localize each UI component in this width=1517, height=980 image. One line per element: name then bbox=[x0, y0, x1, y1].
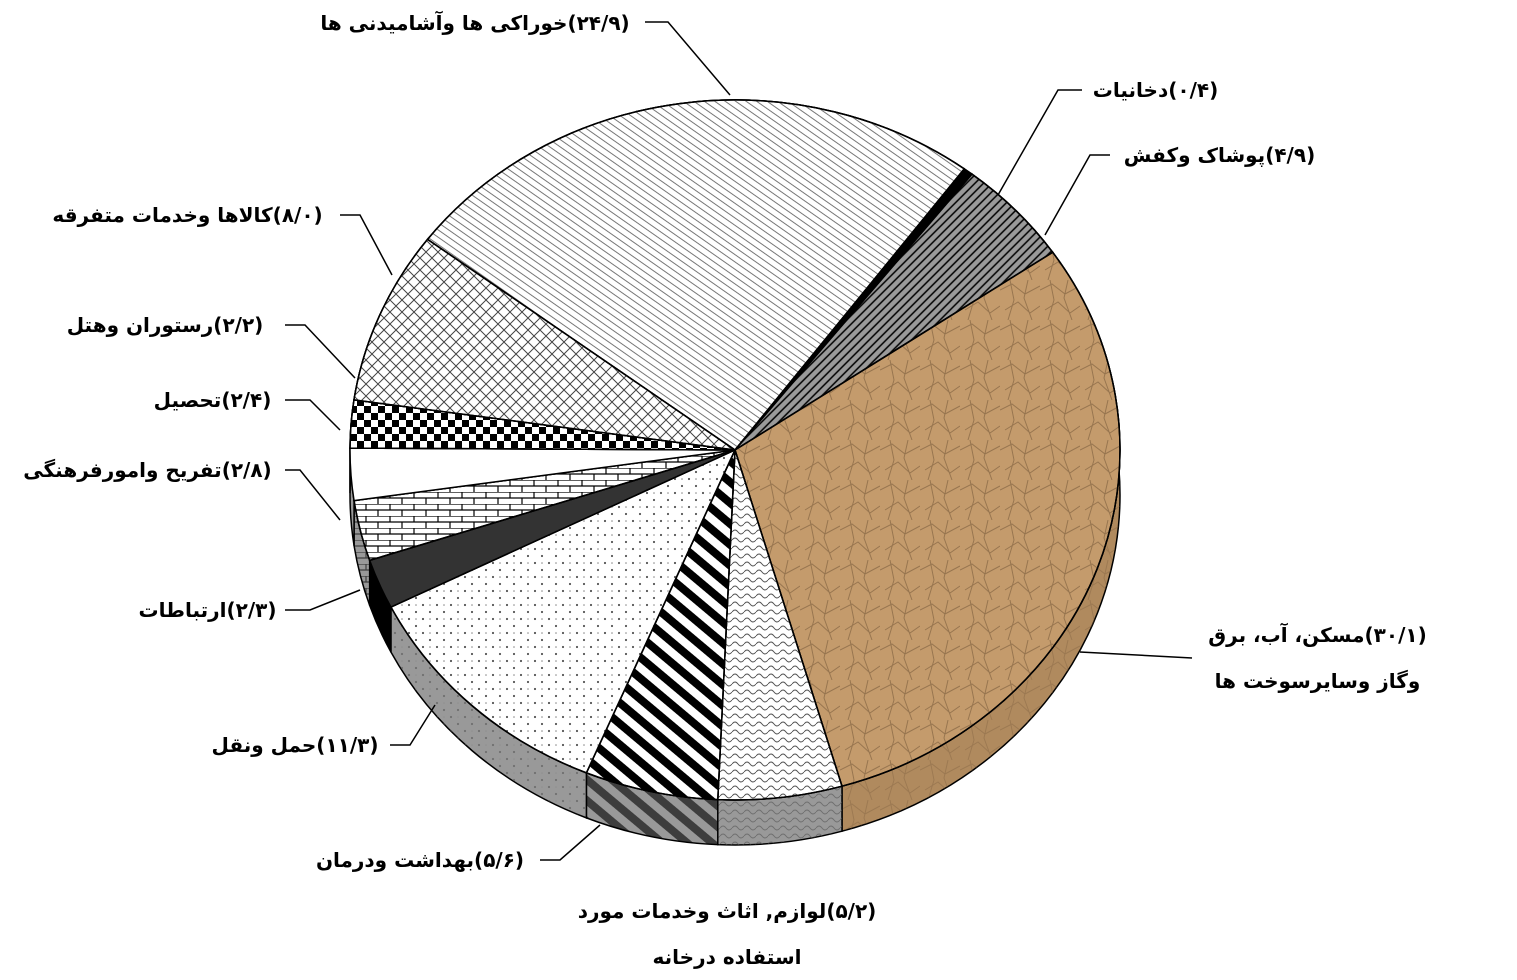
value-label: (۰/۴) bbox=[1168, 78, 1218, 102]
slice-label: (۲/۴)تحصیل bbox=[140, 377, 285, 423]
category-label: تفریح وامورفرهنگی bbox=[23, 458, 221, 482]
slice-label: (۳۰/۱)مسکن، آب، برق وگاز وسایرسوخت ها bbox=[1195, 612, 1440, 704]
value-label: (۲۴/۹) bbox=[567, 11, 629, 35]
category-label: لوازم, اثاث وخدمات مورد استفاده درخانه bbox=[578, 899, 827, 969]
leader-line bbox=[1080, 652, 1192, 658]
leader-line bbox=[1045, 155, 1110, 235]
value-label: (۳۰/۱) bbox=[1365, 623, 1427, 647]
leader-line bbox=[645, 22, 730, 95]
value-label: (۵/۲) bbox=[826, 899, 876, 923]
value-label: (۲/۳) bbox=[227, 598, 277, 622]
value-label: (۲/۸) bbox=[222, 458, 272, 482]
slice-label: (۲۴/۹)خوراکی ها وآشامیدنی ها bbox=[305, 0, 645, 46]
page: (۲۴/۹)خوراکی ها وآشامیدنی ها (۰/۴)دخانیات… bbox=[0, 0, 1517, 975]
value-label: (۸/۰) bbox=[273, 203, 323, 227]
leader-line bbox=[285, 590, 360, 610]
value-label: (۲/۴) bbox=[221, 388, 271, 412]
slice-label: (۴/۹)پوشاک وکفش bbox=[1112, 132, 1327, 178]
category-label: کالاها وخدمات متفرقه bbox=[52, 203, 272, 227]
pie-tops bbox=[350, 100, 1120, 800]
leader-line bbox=[285, 400, 340, 430]
category-label: حمل ونقل bbox=[211, 733, 316, 757]
slice-label: (۲/۸)تفریح وامورفرهنگی bbox=[10, 447, 285, 493]
slice-label: (۸/۰)کالاها وخدمات متفرقه bbox=[35, 192, 340, 238]
leader-line bbox=[285, 325, 355, 378]
category-label: خوراکی ها وآشامیدنی ها bbox=[320, 11, 567, 35]
slice-label: (۵/۲)لوازم, اثاث وخدمات مورد استفاده درخ… bbox=[562, 888, 892, 980]
leader-line bbox=[998, 90, 1082, 195]
leader-line bbox=[540, 825, 600, 860]
slice-label: (۱۱/۳)حمل ونقل bbox=[200, 722, 390, 768]
category-label: تحصیل bbox=[154, 388, 222, 412]
leader-line bbox=[285, 470, 340, 520]
slice-label: (۲/۳)ارتباطات bbox=[130, 587, 285, 633]
slice-label: (۵/۶)بهداشت ودرمان bbox=[300, 837, 540, 883]
value-label: (۲/۲) bbox=[213, 313, 263, 337]
leader-line bbox=[340, 215, 392, 275]
category-label: رستوران وهتل bbox=[67, 313, 214, 337]
value-label: (۱۱/۳) bbox=[316, 733, 378, 757]
leader-line bbox=[390, 705, 435, 745]
value-label: (۴/۹) bbox=[1265, 143, 1315, 167]
value-label: (۵/۶) bbox=[474, 848, 524, 872]
category-label: دخانیات bbox=[1093, 78, 1168, 102]
slice-label: (۰/۴)دخانیات bbox=[1083, 67, 1228, 113]
category-label: ارتباطات bbox=[139, 598, 227, 622]
category-label: پوشاک وکفش bbox=[1124, 143, 1265, 167]
category-label: بهداشت ودرمان bbox=[316, 848, 474, 872]
slice-label: (۲/۲)رستوران وهتل bbox=[45, 302, 285, 348]
